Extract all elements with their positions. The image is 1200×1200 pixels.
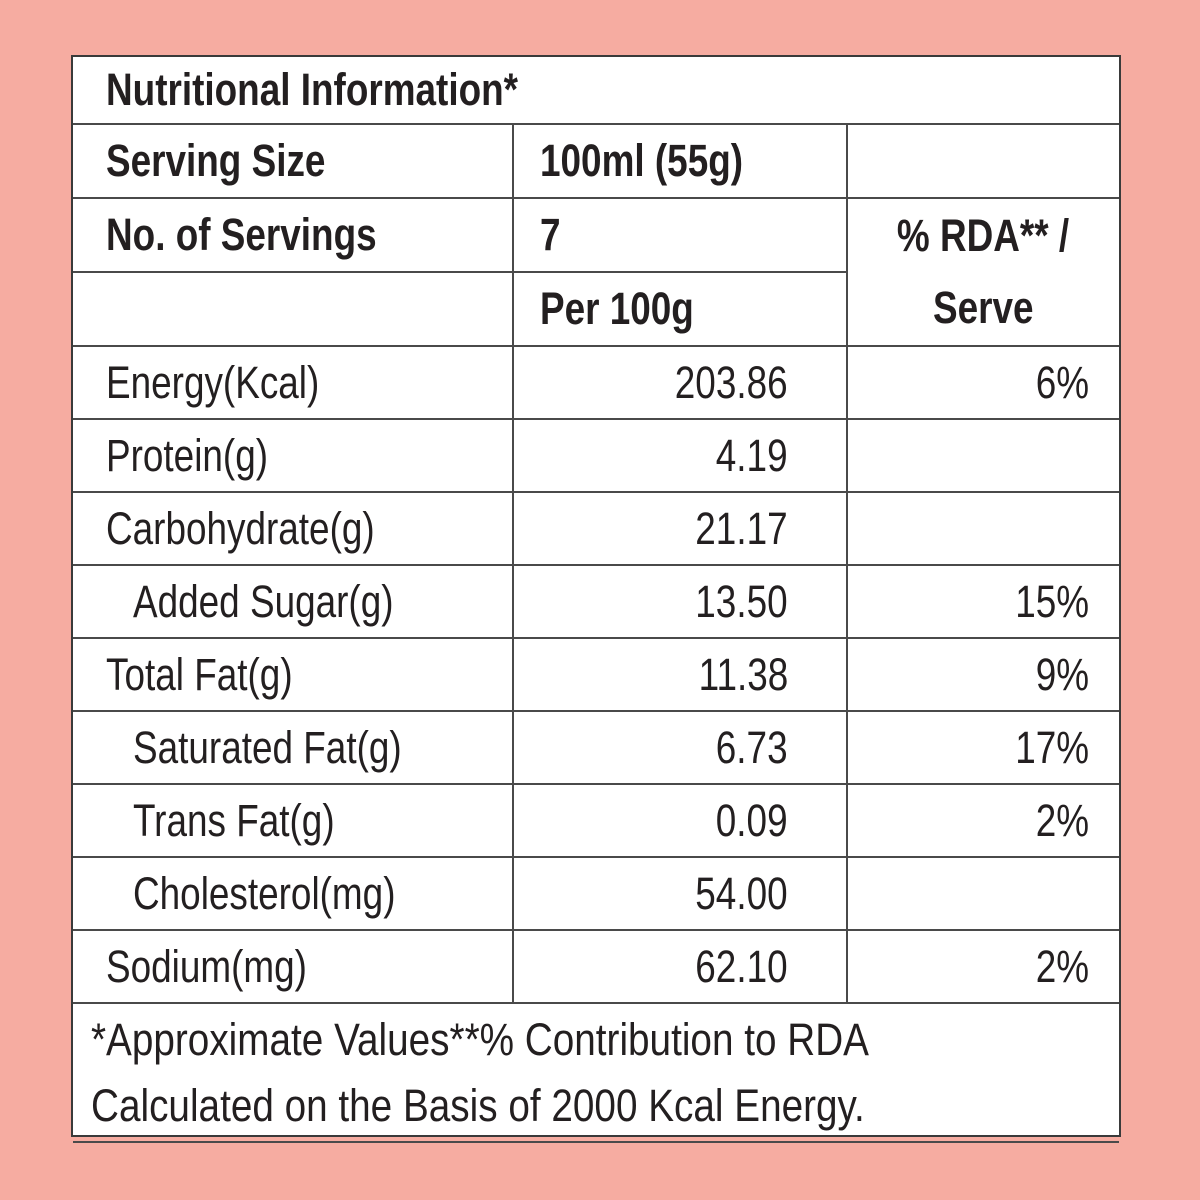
nutrient-name-cell: Total Fat(g) bbox=[73, 637, 514, 712]
servings-label-cell: No. of Servings bbox=[73, 197, 514, 273]
nutrient-per100: 11.38 bbox=[698, 648, 788, 700]
serving-size-value: 100ml (55g) bbox=[540, 135, 744, 186]
nutrient-name-cell: Cholesterol(mg) bbox=[73, 856, 514, 931]
nutrient-per100: 21.17 bbox=[695, 502, 788, 554]
nutrient-name: Protein(g) bbox=[106, 429, 269, 481]
per-header-empty-cell bbox=[73, 271, 514, 347]
nutrient-rda: 17% bbox=[1015, 721, 1090, 773]
rda-header-line1: % RDA** / bbox=[897, 210, 1070, 261]
footnote-line2: Calculated on the Basis of 2000 Kcal Ene… bbox=[91, 1079, 865, 1131]
nutrient-row-carbohydrate: Carbohydrate(g) 21.17 bbox=[73, 491, 1120, 566]
nutrient-per100: 13.50 bbox=[695, 575, 788, 627]
servings-value: 7 bbox=[540, 209, 561, 260]
nutrient-per100: 4.19 bbox=[716, 429, 788, 481]
footnote-cell: *Approximate Values**% Contribution to R… bbox=[73, 1002, 1120, 1143]
rda-header-line2: Serve bbox=[933, 282, 1034, 333]
nutrient-row-saturated-fat: Saturated Fat(g) 6.73 17% bbox=[73, 710, 1120, 785]
nutrient-rda-cell: 2% bbox=[845, 783, 1120, 858]
nutrient-per100: 203.86 bbox=[675, 356, 788, 408]
table-title-cell: Nutritional Information* bbox=[73, 57, 1120, 125]
nutrient-rda: 2% bbox=[1035, 940, 1090, 992]
nutrient-name: Added Sugar(g) bbox=[133, 575, 394, 627]
nutrient-row-energy: Energy(Kcal) 203.86 6% bbox=[73, 345, 1120, 420]
nutrient-name: Cholesterol(mg) bbox=[133, 867, 396, 919]
nutrient-row-sodium: Sodium(mg) 62.10 2% bbox=[73, 929, 1120, 1004]
nutrient-per100-cell: 62.10 bbox=[512, 929, 848, 1004]
nutrient-name-cell: Energy(Kcal) bbox=[73, 345, 514, 420]
nutrient-rda-cell: 6% bbox=[845, 345, 1120, 420]
nutrition-table: Nutritional Information* Serving Size 10… bbox=[73, 57, 1120, 1143]
nutrient-per100: 62.10 bbox=[695, 940, 788, 992]
serving-size-value-cell: 100ml (55g) bbox=[512, 123, 848, 199]
nutrient-rda-cell: 17% bbox=[845, 710, 1120, 785]
nutrient-rda-cell: 15% bbox=[845, 564, 1120, 639]
nutrient-name-cell: Protein(g) bbox=[73, 418, 514, 493]
rda-empty-cell bbox=[845, 123, 1120, 199]
title-row: Nutritional Information* bbox=[73, 57, 1120, 125]
nutrient-name-cell: Trans Fat(g) bbox=[73, 783, 514, 858]
nutrient-row-total-fat: Total Fat(g) 11.38 9% bbox=[73, 637, 1120, 712]
nutrient-name-cell: Sodium(mg) bbox=[73, 929, 514, 1004]
nutrient-per100: 6.73 bbox=[716, 721, 788, 773]
nutrient-per100: 54.00 bbox=[695, 867, 788, 919]
nutrient-per100-cell: 203.86 bbox=[512, 345, 848, 420]
nutrient-name-cell: Carbohydrate(g) bbox=[73, 491, 514, 566]
nutrient-rda: 15% bbox=[1015, 575, 1090, 627]
nutrient-per100-cell: 11.38 bbox=[512, 637, 848, 712]
per-header-cell: Per 100g bbox=[512, 271, 847, 347]
nutrient-rda-cell bbox=[845, 418, 1120, 493]
nutrient-per100-cell: 54.00 bbox=[512, 856, 848, 931]
nutrient-name: Energy(Kcal) bbox=[106, 356, 320, 408]
nutrient-name-cell: Added Sugar(g) bbox=[73, 564, 514, 639]
nutrient-row-protein: Protein(g) 4.19 bbox=[73, 418, 1120, 493]
nutrient-rda: 9% bbox=[1035, 648, 1090, 700]
servings-value-cell: 7 bbox=[512, 197, 848, 273]
serving-size-label: Serving Size bbox=[106, 135, 326, 186]
nutrition-panel: Nutritional Information* Serving Size 10… bbox=[71, 55, 1121, 1143]
nutrient-name: Saturated Fat(g) bbox=[133, 721, 402, 773]
nutrient-name-cell: Saturated Fat(g) bbox=[73, 710, 514, 785]
rda-header-cell: % RDA** / Serve bbox=[845, 197, 1120, 347]
servings-label: No. of Servings bbox=[106, 209, 377, 260]
nutrient-per100-cell: 0.09 bbox=[512, 783, 848, 858]
nutrient-rda: 6% bbox=[1035, 356, 1090, 408]
nutrient-rda-cell: 2% bbox=[845, 929, 1120, 1004]
nutrient-per100-cell: 4.19 bbox=[512, 418, 848, 493]
nutrient-rda-cell bbox=[845, 856, 1120, 931]
nutrient-name: Total Fat(g) bbox=[106, 648, 293, 700]
per-header-row: Per 100g bbox=[73, 271, 1119, 347]
nutrient-rda-cell: 9% bbox=[845, 637, 1120, 712]
nutrient-name: Trans Fat(g) bbox=[133, 794, 335, 846]
nutrient-row-cholesterol: Cholesterol(mg) 54.00 bbox=[73, 856, 1120, 931]
serving-size-label-cell: Serving Size bbox=[73, 123, 514, 199]
nutrient-rda: 2% bbox=[1035, 794, 1090, 846]
nutrient-row-trans-fat: Trans Fat(g) 0.09 2% bbox=[73, 783, 1120, 858]
nutrient-row-added-sugar: Added Sugar(g) 13.50 15% bbox=[73, 564, 1120, 639]
footnote-line1: *Approximate Values**% Contribution to R… bbox=[91, 1013, 869, 1065]
nutrient-per100-cell: 6.73 bbox=[512, 710, 848, 785]
nutrient-name: Sodium(mg) bbox=[106, 940, 307, 992]
serving-size-row: Serving Size 100ml (55g) bbox=[73, 123, 1120, 199]
servings-row: No. of Servings 7 % RDA** / Serve bbox=[73, 197, 1120, 347]
table-title: Nutritional Information* bbox=[106, 64, 519, 115]
nutrient-name: Carbohydrate(g) bbox=[106, 502, 375, 554]
nutrient-per100-cell: 21.17 bbox=[512, 491, 848, 566]
nutrient-per100-cell: 13.50 bbox=[512, 564, 848, 639]
nutrient-rda-cell bbox=[845, 491, 1120, 566]
footnote-row: *Approximate Values**% Contribution to R… bbox=[73, 1002, 1120, 1143]
per-100g-label: Per 100g bbox=[540, 283, 694, 334]
nutrient-per100: 0.09 bbox=[716, 794, 788, 846]
